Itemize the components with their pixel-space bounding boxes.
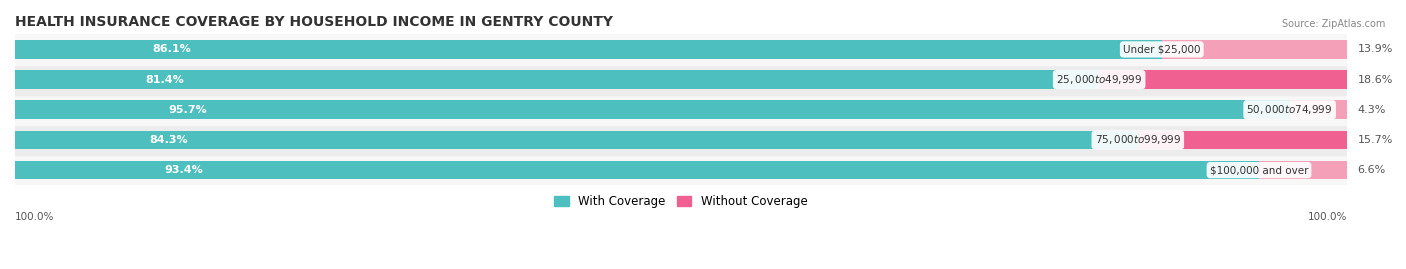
Bar (15, 34, 1347, 65)
Text: 95.7%: 95.7% (167, 105, 207, 115)
Text: 84.3%: 84.3% (149, 135, 188, 145)
Text: 13.9%: 13.9% (1358, 44, 1393, 54)
Text: 100.0%: 100.0% (1308, 212, 1347, 222)
Legend: With Coverage, Without Coverage: With Coverage, Without Coverage (550, 190, 813, 213)
Text: 18.6%: 18.6% (1358, 75, 1393, 84)
Text: $100,000 and over: $100,000 and over (1209, 165, 1308, 175)
Text: 93.4%: 93.4% (165, 165, 202, 175)
Text: 81.4%: 81.4% (145, 75, 184, 84)
Text: $75,000 to $99,999: $75,000 to $99,999 (1095, 133, 1181, 146)
Text: 6.6%: 6.6% (1358, 165, 1386, 175)
Bar (1099, 70, 1347, 89)
Text: Source: ZipAtlas.com: Source: ZipAtlas.com (1281, 19, 1385, 29)
Bar (1137, 130, 1347, 149)
Bar (15, 161, 1258, 179)
Bar (1289, 100, 1347, 119)
Text: 4.3%: 4.3% (1358, 105, 1386, 115)
Text: HEALTH INSURANCE COVERAGE BY HOUSEHOLD INCOME IN GENTRY COUNTY: HEALTH INSURANCE COVERAGE BY HOUSEHOLD I… (15, 15, 613, 29)
Bar (1161, 40, 1347, 59)
Bar (15, 155, 1347, 185)
Text: 15.7%: 15.7% (1358, 135, 1393, 145)
Text: $50,000 to $74,999: $50,000 to $74,999 (1247, 103, 1333, 116)
Bar (15, 125, 1347, 155)
Bar (15, 70, 1099, 89)
Bar (15, 65, 1347, 95)
Bar (15, 95, 1347, 125)
Bar (1258, 161, 1347, 179)
Text: 86.1%: 86.1% (153, 44, 191, 54)
Bar (15, 40, 1161, 59)
Text: Under $25,000: Under $25,000 (1123, 44, 1201, 54)
Text: $25,000 to $49,999: $25,000 to $49,999 (1056, 73, 1142, 86)
Bar (15, 100, 1289, 119)
Bar (15, 130, 1137, 149)
Text: 100.0%: 100.0% (15, 212, 55, 222)
